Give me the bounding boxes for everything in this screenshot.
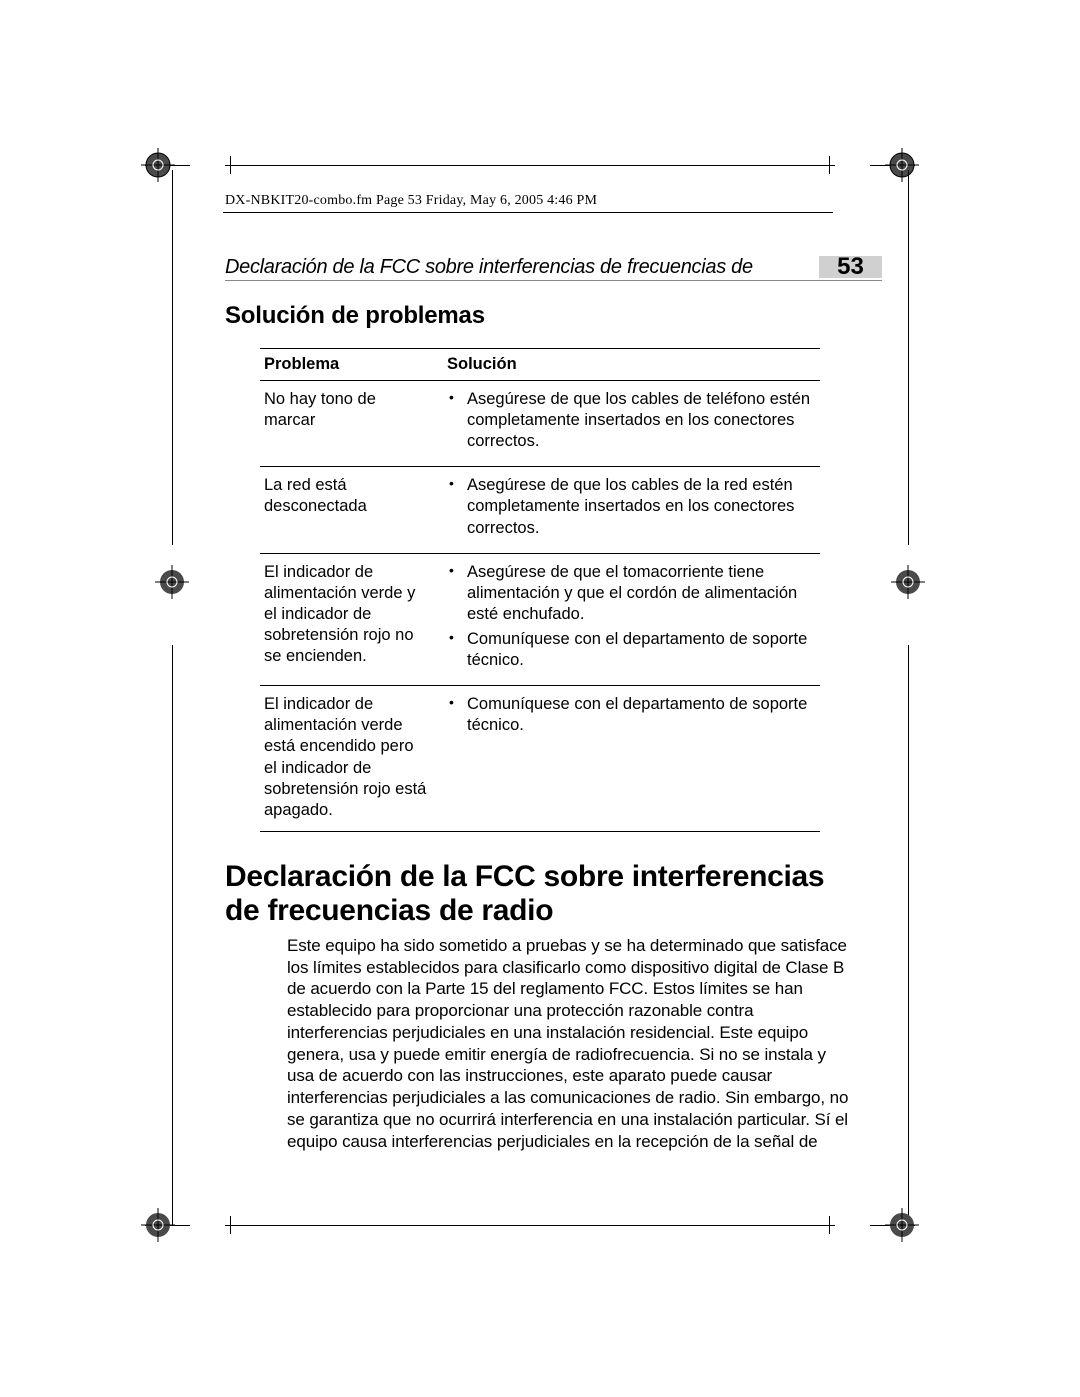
problem-cell: El indicador de alimentación verde está … [260, 686, 443, 832]
solution-item: Comuníquese con el departamento de sopor… [463, 629, 812, 671]
fcc-body-paragraph: Este equipo ha sido sometido a pruebas y… [287, 935, 852, 1153]
registration-mark-icon [141, 1208, 175, 1242]
table-row: El indicador de alimentación verde está … [260, 686, 820, 832]
section-heading-fcc: Declaración de la FCC sobre interferenci… [225, 860, 855, 929]
troubleshooting-table: Problema Solución No hay tono de marcar … [260, 348, 820, 832]
table-row: La red está desconectada Asegúrese de qu… [260, 467, 820, 553]
divider [223, 212, 833, 213]
page-number: 53 [837, 253, 864, 281]
source-file-path: DX-NBKIT20-combo.fm Page 53 Friday, May … [225, 193, 597, 209]
problem-cell: La red está desconectada [260, 467, 443, 553]
divider [225, 280, 882, 281]
running-head-title: Declaración de la FCC sobre interferenci… [225, 256, 753, 279]
registration-mark-icon [885, 1208, 919, 1242]
page-content: Solución de problemas Problema Solución … [225, 298, 855, 1152]
problem-cell: No hay tono de marcar [260, 381, 443, 467]
solution-item: Asegúrese de que los cables de teléfono … [463, 389, 812, 452]
problem-cell: El indicador de alimentación verde y el … [260, 553, 443, 686]
table-header-solution: Solución [443, 349, 820, 381]
crop-marks-top [145, 135, 915, 195]
table-row: No hay tono de marcar Asegúrese de que l… [260, 381, 820, 467]
crop-marks-right [878, 170, 938, 1225]
solution-item: Asegúrese de que los cables de la red es… [463, 475, 812, 538]
solution-cell: Comuníquese con el departamento de sopor… [443, 686, 820, 832]
table-row: El indicador de alimentación verde y el … [260, 553, 820, 686]
section-heading-troubleshooting: Solución de problemas [225, 302, 855, 330]
solution-cell: Asegúrese de que los cables de teléfono … [443, 381, 820, 467]
solution-cell: Asegúrese de que el tomacorriente tiene … [443, 553, 820, 686]
table-header-problem: Problema [260, 349, 443, 381]
registration-mark-icon [891, 565, 925, 599]
solution-cell: Asegúrese de que los cables de la red es… [443, 467, 820, 553]
solution-item: Comuníquese con el departamento de sopor… [463, 694, 812, 736]
crop-marks-left [142, 170, 202, 1225]
solution-item: Asegúrese de que el tomacorriente tiene … [463, 562, 812, 625]
page-number-band: 53 [819, 256, 882, 278]
running-head: Declaración de la FCC sobre interferenci… [225, 252, 882, 282]
crop-marks-bottom [145, 1195, 915, 1255]
manual-page: DX-NBKIT20-combo.fm Page 53 Friday, May … [0, 0, 1080, 1397]
registration-mark-icon [155, 565, 189, 599]
